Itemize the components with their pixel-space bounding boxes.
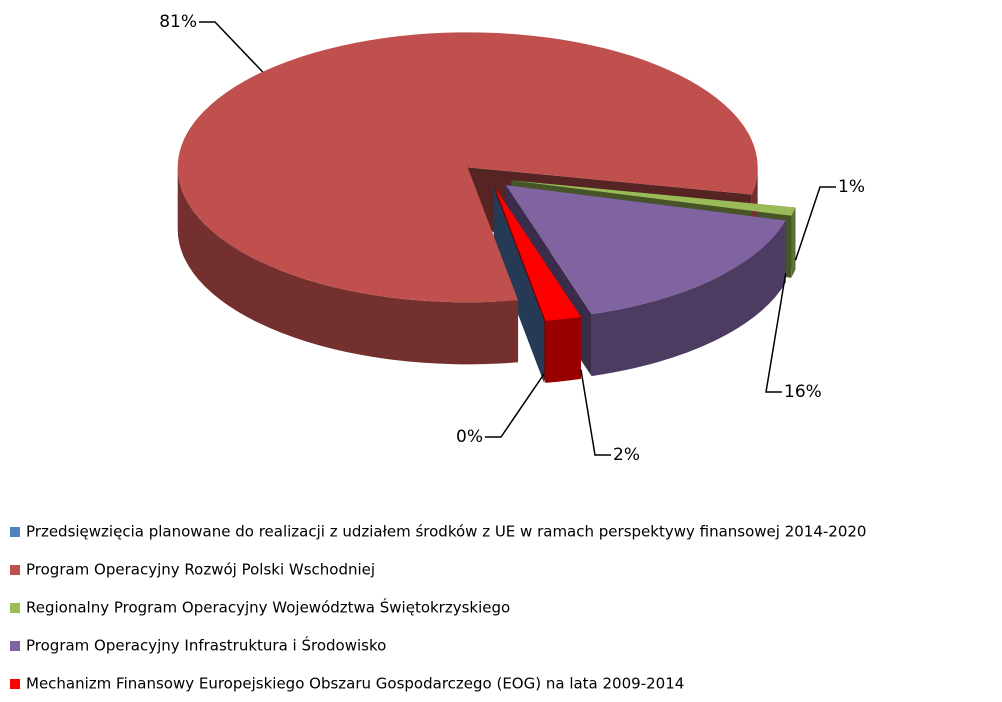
leader-line: [765, 273, 787, 393]
data-label: 16%: [784, 382, 822, 402]
legend-label: Mechanizm Finansowy Europejskiego Obszar…: [26, 675, 684, 693]
slice-wall: [791, 207, 796, 278]
data-label: 81%: [159, 12, 197, 32]
legend-label: Program Operacyjny Rozwój Polski Wschodn…: [26, 561, 375, 579]
leader-line: [199, 21, 264, 73]
leader-line: [794, 186, 836, 261]
leader-line: [580, 369, 611, 456]
data-label: 1%: [838, 177, 865, 197]
data-label: 2%: [613, 445, 640, 465]
legend-swatch: [10, 679, 20, 689]
slice-top: [495, 187, 581, 321]
slice-wall: [177, 167, 519, 365]
legend-swatch: [10, 527, 20, 537]
leader-line: [485, 373, 545, 438]
slice-top: [505, 185, 786, 315]
legend-label: Regionalny Program Operacyjny Województw…: [26, 598, 510, 617]
legend-swatch: [10, 565, 20, 575]
legend-swatch: [10, 603, 20, 613]
slice-top: [511, 180, 796, 216]
legend-label: Program Operacyjny Infrastruktura i Środ…: [26, 636, 386, 655]
legend-label: Przedsięwzięcia planowane do realizacji …: [26, 523, 866, 541]
slice-wall: [545, 316, 581, 383]
slice-wall: [591, 220, 786, 377]
slice-top: [177, 32, 758, 303]
data-label: 0%: [456, 427, 483, 447]
legend-swatch: [10, 641, 20, 651]
slice-side: [493, 188, 545, 384]
